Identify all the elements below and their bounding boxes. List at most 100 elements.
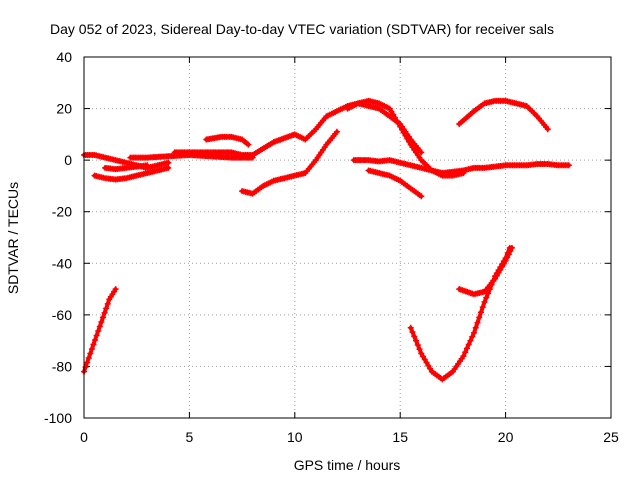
x-tick-label: 10 <box>287 429 303 445</box>
series-sat-j <box>365 167 425 200</box>
x-tick-label: 15 <box>392 429 408 445</box>
y-tick-label: -60 <box>52 307 72 323</box>
data-point <box>418 350 425 357</box>
data-point <box>391 114 398 121</box>
data-point <box>465 341 472 348</box>
data-point <box>504 254 511 261</box>
data-point <box>386 105 393 112</box>
data-point <box>505 251 512 258</box>
data-point <box>413 337 420 344</box>
y-tick-label: 40 <box>56 49 72 65</box>
axes: 0 5 10 15 20 25 -100 -80 -60 -40 -20 0 20 40 <box>44 49 619 445</box>
data-point <box>502 257 509 264</box>
data-point <box>470 329 477 336</box>
data-point <box>90 341 97 348</box>
y-axis-label: SDTVAR / TECUs <box>5 182 21 294</box>
y-tick-label: -40 <box>52 255 72 271</box>
data-point <box>418 149 425 156</box>
data-point <box>409 329 416 336</box>
data-point <box>462 349 469 356</box>
data-series <box>81 97 572 383</box>
data-point <box>478 309 485 316</box>
series-sat-b <box>91 164 172 183</box>
data-point <box>99 314 106 321</box>
y-tick-label: 20 <box>56 101 72 117</box>
series-sat-n <box>81 286 119 375</box>
data-point <box>469 333 476 340</box>
data-point <box>98 318 105 325</box>
data-point <box>508 244 515 251</box>
data-point <box>463 345 470 352</box>
series-sat-m <box>456 244 515 298</box>
data-point <box>497 266 504 273</box>
data-point <box>390 111 397 118</box>
data-point <box>397 123 404 130</box>
data-point <box>481 298 488 305</box>
data-point <box>500 260 507 267</box>
data-point <box>165 164 172 171</box>
data-point <box>92 336 99 343</box>
data-point <box>427 365 434 372</box>
data-point <box>499 263 506 270</box>
data-point <box>483 294 490 301</box>
data-point <box>479 304 486 311</box>
data-point <box>104 300 111 307</box>
y-tick-label: -20 <box>52 204 72 220</box>
series-sat-g <box>239 128 340 197</box>
data-point <box>96 323 103 330</box>
data-point <box>507 248 514 255</box>
data-point <box>492 275 499 282</box>
y-tick-label: 0 <box>64 152 72 168</box>
data-point <box>112 286 119 293</box>
x-tick-label: 0 <box>80 429 88 445</box>
data-point <box>472 324 479 331</box>
x-tick-label: 25 <box>603 429 619 445</box>
x-tick-label: 20 <box>498 429 514 445</box>
data-point <box>165 159 172 166</box>
data-point <box>144 162 151 169</box>
data-point <box>400 129 407 136</box>
data-point <box>402 132 409 139</box>
data-point <box>493 272 500 279</box>
data-point <box>95 327 102 334</box>
series-sat-k <box>456 97 551 133</box>
data-point <box>474 319 481 326</box>
grid <box>84 57 611 418</box>
x-axis-label: GPS time / hours <box>294 457 401 473</box>
data-point <box>423 359 430 366</box>
data-point <box>103 305 110 312</box>
data-point <box>388 108 395 115</box>
data-point <box>421 356 428 363</box>
data-point <box>393 117 400 124</box>
plot-area-border <box>83 56 612 419</box>
data-point <box>544 126 551 133</box>
data-point <box>398 126 405 133</box>
data-point <box>467 337 474 344</box>
data-point <box>84 359 91 366</box>
data-point <box>414 341 421 348</box>
data-point <box>565 162 572 169</box>
data-point <box>245 141 252 148</box>
data-point <box>425 362 432 369</box>
data-point <box>395 120 402 127</box>
chart-title: Day 052 of 2023, Sidereal Day-to-day VTE… <box>50 21 554 37</box>
data-point <box>420 353 427 360</box>
data-point <box>87 350 94 357</box>
data-point <box>460 353 467 360</box>
series-sat-f <box>203 133 252 148</box>
data-point <box>85 355 92 362</box>
y-tick-label: -80 <box>52 358 72 374</box>
y-tick-label: -100 <box>44 410 72 426</box>
data-point <box>495 269 502 276</box>
data-point <box>411 333 418 340</box>
x-tick-label: 5 <box>186 429 194 445</box>
data-point <box>476 314 483 321</box>
series-sat-i <box>350 157 572 177</box>
series-sat-c <box>102 162 151 173</box>
data-point <box>88 346 95 353</box>
data-point <box>416 346 423 353</box>
data-point <box>404 135 411 142</box>
data-point <box>485 290 492 297</box>
